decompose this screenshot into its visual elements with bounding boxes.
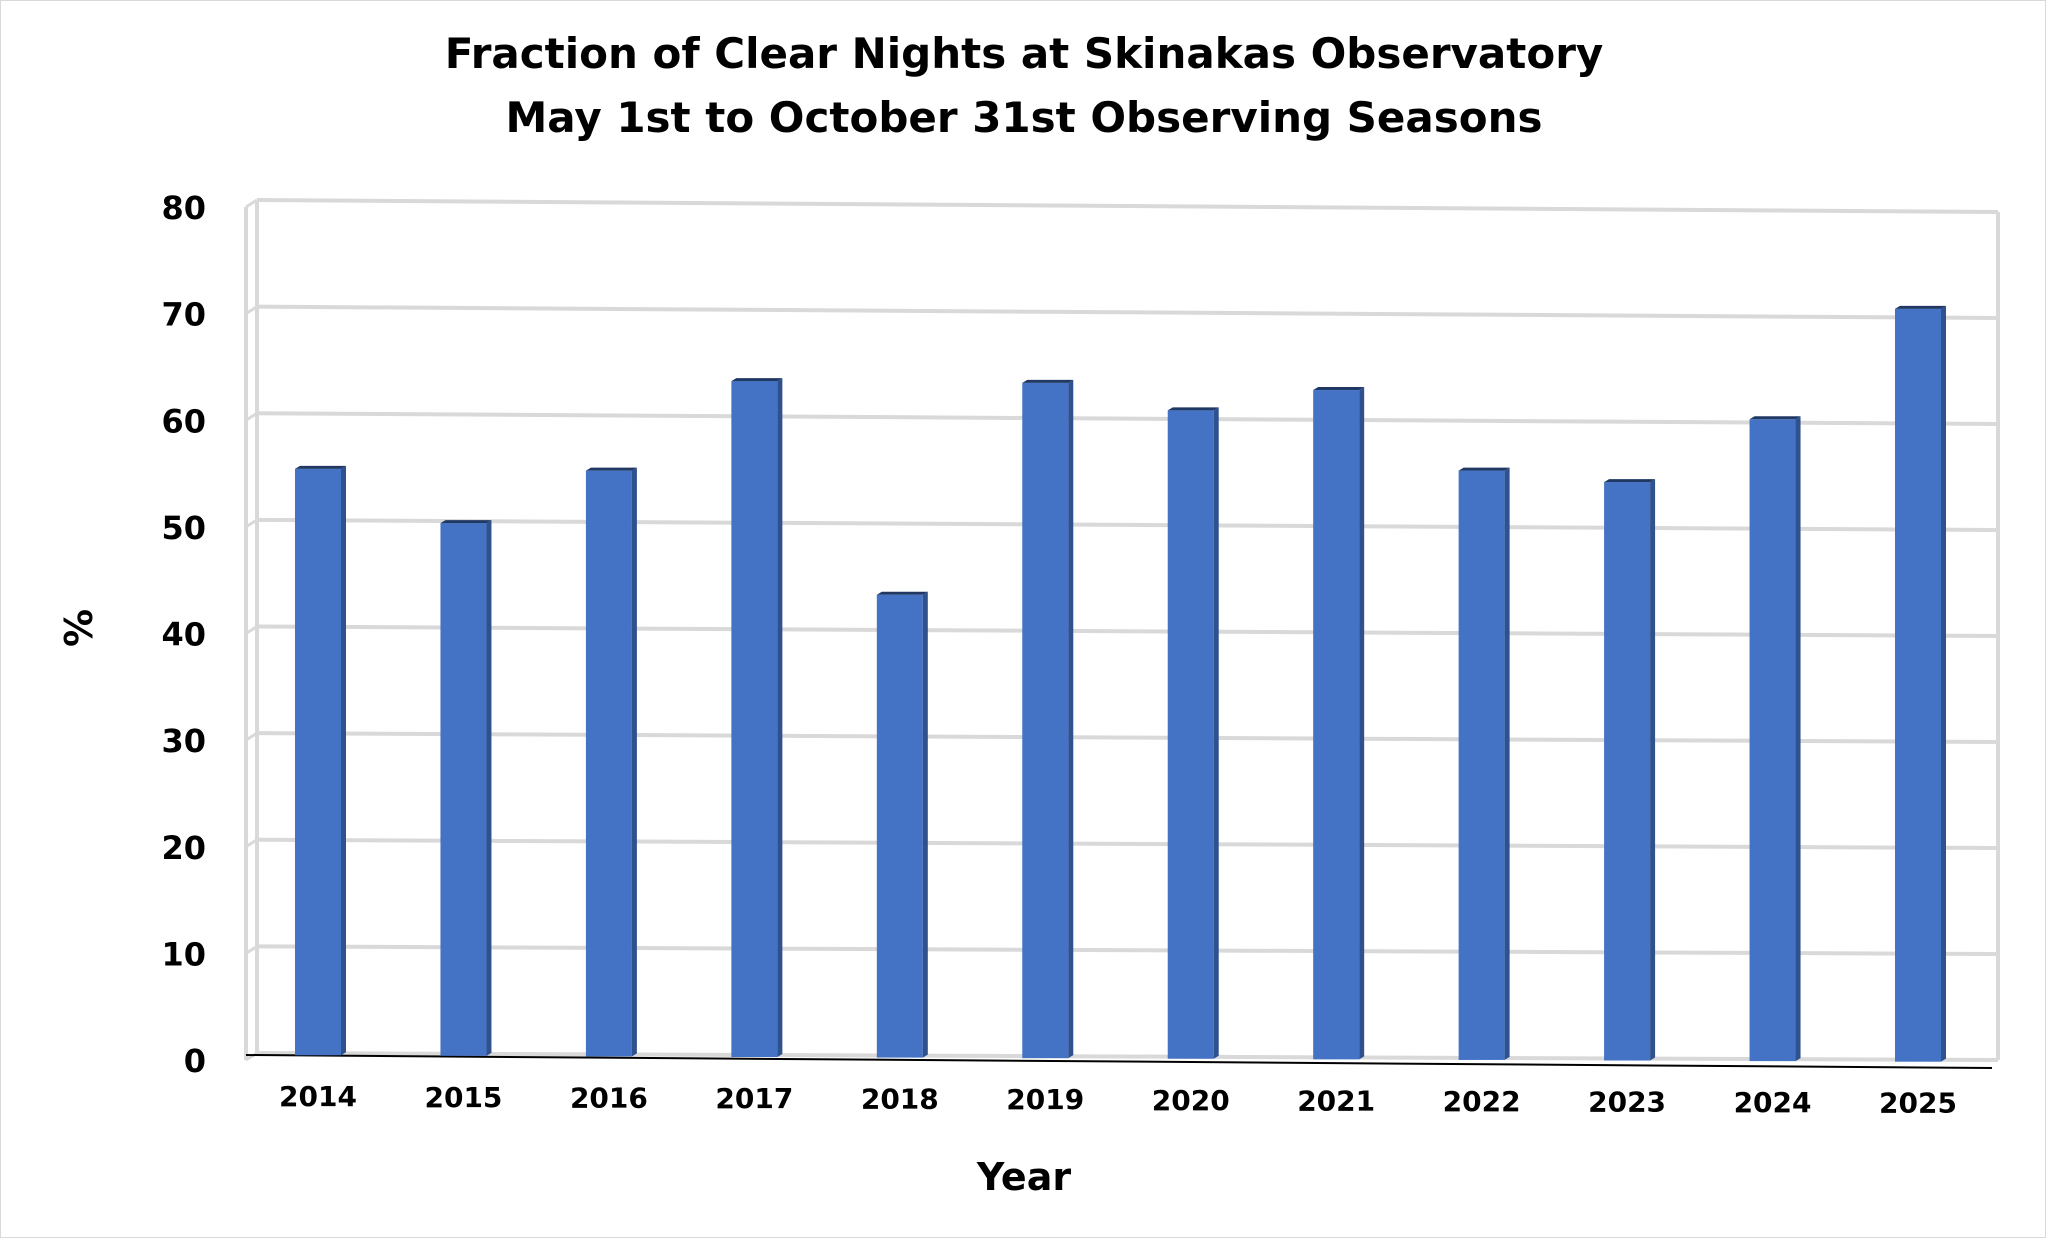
bar-side: [1068, 379, 1074, 1059]
bar-front: [1458, 470, 1505, 1060]
bar: [1022, 379, 1074, 1059]
bar-top: [585, 467, 637, 471]
bar-front: [1895, 308, 1941, 1062]
y-tick-label: 50: [161, 509, 206, 547]
gridline: [256, 837, 1999, 850]
gridline: [256, 944, 1999, 956]
bar-front: [1313, 390, 1360, 1060]
bar-front: [1167, 410, 1214, 1059]
bar-side: [631, 467, 637, 1057]
x-tick-label: 2020: [1152, 1084, 1230, 1117]
bar-side: [1795, 416, 1801, 1062]
x-tick-label: 2014: [279, 1080, 357, 1113]
bar-top: [1749, 416, 1801, 420]
bar-top: [731, 378, 783, 382]
gridline: [256, 198, 1999, 214]
y-tick-label: 70: [161, 296, 206, 334]
bar: [731, 378, 783, 1057]
chart-title: Fraction of Clear Nights at Skinakas Obs…: [445, 29, 1604, 78]
x-axis-line: [245, 1054, 1993, 1069]
bar-top: [1895, 305, 1946, 309]
y-tick-label: 30: [161, 722, 206, 760]
bar: [585, 467, 637, 1057]
bar-side: [1941, 305, 1946, 1062]
bar: [440, 520, 492, 1056]
bar-top: [876, 591, 928, 595]
y-tick-label: 10: [161, 935, 206, 973]
y-tick-label: 60: [161, 402, 206, 440]
bar-front: [1604, 482, 1651, 1061]
x-tick-label: 2019: [1006, 1083, 1084, 1116]
bar-side: [1650, 479, 1656, 1061]
y-axis-label: %: [57, 609, 101, 647]
bar: [1313, 387, 1365, 1060]
bar: [876, 591, 928, 1058]
bar-side: [486, 520, 492, 1056]
bar-side: [1213, 407, 1219, 1059]
chart-subtitle: May 1st to October 31st Observing Season…: [505, 93, 1542, 142]
bar-front: [295, 468, 341, 1056]
bar-front: [876, 594, 923, 1058]
bar-side: [1359, 387, 1365, 1060]
bar-top: [1313, 387, 1365, 391]
gridline: [256, 1051, 1999, 1062]
bar-side: [1504, 467, 1510, 1060]
bar-side: [341, 465, 346, 1056]
x-axis-ticks: 2014 2015 2016 2017 2018 2019 2020 2021 2022 2023…: [279, 1080, 1957, 1119]
bar-front: [440, 523, 487, 1056]
y-tick-label: 80: [161, 189, 206, 227]
bar: [1604, 479, 1656, 1061]
bar-side: [777, 378, 783, 1057]
gridline: [256, 731, 1999, 744]
y-tick-label: 40: [161, 616, 206, 654]
gridlines: [244, 198, 2000, 1069]
bar-top: [440, 520, 492, 524]
bar-top: [1458, 467, 1510, 471]
x-tick-label: 2017: [715, 1082, 793, 1115]
bar: [1895, 305, 1946, 1062]
bar: [295, 465, 346, 1056]
gridline: [256, 517, 1999, 532]
bar-front: [585, 470, 632, 1057]
x-axis-label: Year: [976, 1155, 1071, 1199]
bar-top: [1167, 407, 1219, 411]
gridline: [256, 411, 1999, 426]
x-tick-label: 2016: [570, 1081, 648, 1114]
y-axis-ticks: 0 10 20 30 40 50 60 70 80: [161, 189, 206, 1080]
x-tick-label: 2015: [424, 1081, 502, 1114]
x-tick-label: 2018: [861, 1083, 939, 1116]
gridline: [256, 624, 1999, 638]
y-tick-label: 20: [161, 829, 206, 867]
bar: [1167, 407, 1219, 1059]
x-tick-label: 2023: [1588, 1086, 1666, 1119]
x-tick-label: 2021: [1297, 1084, 1375, 1117]
x-tick-label: 2022: [1443, 1085, 1521, 1118]
x-tick-label: 2025: [1879, 1087, 1957, 1120]
bars: [295, 305, 1946, 1062]
bar-front: [1022, 382, 1069, 1059]
bar-front: [1749, 419, 1796, 1062]
gridline: [256, 304, 1999, 320]
bar-front: [731, 381, 778, 1057]
bar: [1458, 467, 1510, 1060]
bar: [1749, 416, 1801, 1062]
y-tick-label: 0: [184, 1042, 206, 1080]
bar-top: [1022, 379, 1074, 383]
bar-top: [1604, 479, 1656, 483]
bar-side: [922, 591, 928, 1058]
x-tick-label: 2024: [1734, 1086, 1812, 1119]
bar-top: [295, 465, 346, 469]
